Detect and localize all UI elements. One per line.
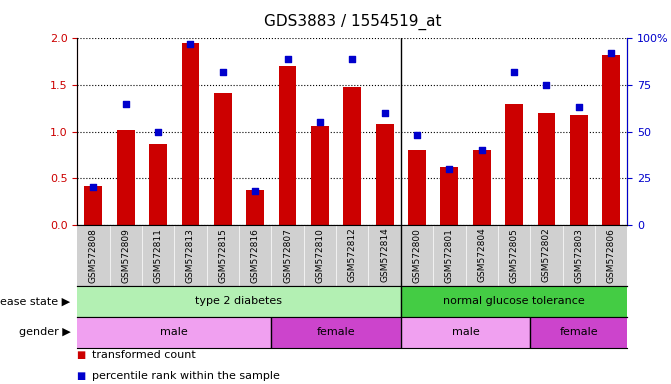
Point [379, 110, 390, 116]
Bar [570, 115, 588, 225]
Point [606, 50, 617, 56]
Text: GSM572809: GSM572809 [121, 228, 130, 283]
Text: GSM572805: GSM572805 [509, 228, 519, 283]
Point [347, 56, 358, 62]
Text: female: female [317, 327, 356, 337]
Bar [77, 286, 401, 317]
Point [88, 184, 99, 190]
Text: GSM572808: GSM572808 [89, 228, 98, 283]
Bar [182, 43, 199, 225]
Text: ■: ■ [77, 350, 89, 360]
Point [282, 56, 293, 62]
Text: GDS3883 / 1554519_at: GDS3883 / 1554519_at [264, 13, 441, 30]
Bar [271, 317, 401, 348]
Bar [117, 130, 135, 225]
Text: GSM572816: GSM572816 [251, 228, 260, 283]
Bar [278, 66, 297, 225]
Bar [149, 144, 167, 225]
Text: GSM572811: GSM572811 [154, 228, 162, 283]
Text: GSM572813: GSM572813 [186, 228, 195, 283]
Text: GSM572801: GSM572801 [445, 228, 454, 283]
Point [185, 41, 196, 47]
Bar [85, 185, 102, 225]
Text: GSM572814: GSM572814 [380, 228, 389, 283]
Point [444, 166, 455, 172]
Bar [344, 87, 361, 225]
Text: GSM572812: GSM572812 [348, 228, 357, 283]
Point [411, 132, 422, 138]
Bar [505, 104, 523, 225]
Text: normal glucose tolerance: normal glucose tolerance [444, 296, 585, 306]
Point [153, 128, 164, 135]
Bar [401, 317, 530, 348]
Point [476, 147, 487, 153]
Text: male: male [160, 327, 188, 337]
Point [217, 69, 228, 75]
Text: ■: ■ [77, 371, 89, 381]
Text: GSM572807: GSM572807 [283, 228, 292, 283]
Point [541, 82, 552, 88]
Text: percentile rank within the sample: percentile rank within the sample [92, 371, 280, 381]
Bar [77, 317, 271, 348]
Text: GSM572810: GSM572810 [315, 228, 324, 283]
Bar [530, 317, 627, 348]
Bar [408, 150, 426, 225]
Bar [214, 93, 231, 225]
Bar [440, 167, 458, 225]
Text: GSM572803: GSM572803 [574, 228, 583, 283]
Text: transformed count: transformed count [92, 350, 196, 360]
Text: GSM572806: GSM572806 [607, 228, 616, 283]
Text: disease state ▶: disease state ▶ [0, 296, 70, 306]
Bar [401, 286, 627, 317]
Text: GSM572804: GSM572804 [477, 228, 486, 283]
Point [509, 69, 519, 75]
Text: GSM572800: GSM572800 [413, 228, 421, 283]
Point [315, 119, 325, 125]
Bar [246, 190, 264, 225]
Point [574, 104, 584, 110]
Bar [603, 55, 620, 225]
Point [120, 101, 131, 107]
Bar [376, 124, 393, 225]
Point [250, 188, 260, 194]
Text: GSM572815: GSM572815 [218, 228, 227, 283]
Bar [473, 150, 491, 225]
Text: female: female [560, 327, 598, 337]
Text: type 2 diabetes: type 2 diabetes [195, 296, 282, 306]
Bar [537, 113, 556, 225]
Text: gender ▶: gender ▶ [19, 327, 70, 337]
Bar [311, 126, 329, 225]
Text: male: male [452, 327, 480, 337]
Text: GSM572802: GSM572802 [542, 228, 551, 283]
